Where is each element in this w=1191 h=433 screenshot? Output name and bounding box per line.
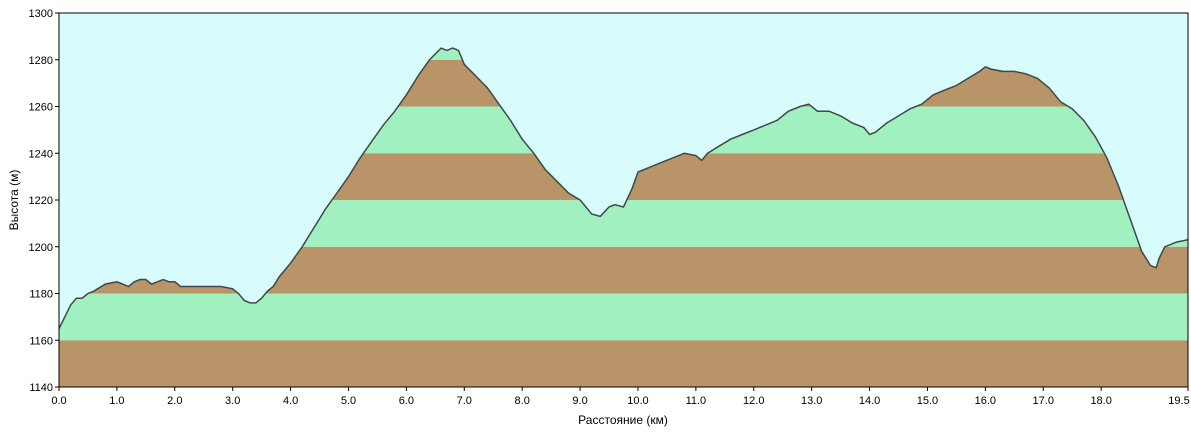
x-tick-label: 3.0 <box>225 395 240 407</box>
x-tick-label: 2.0 <box>167 395 182 407</box>
y-tick-label: 1140 <box>29 382 53 394</box>
x-tick-label: 9.0 <box>572 395 587 407</box>
x-tick-label: 1.0 <box>109 395 124 407</box>
x-tick-label: 14.0 <box>859 395 880 407</box>
x-tick-label: 0.0 <box>51 395 66 407</box>
x-tick-label: 18.0 <box>1090 395 1111 407</box>
x-tick-label: 8.0 <box>515 395 530 407</box>
x-tick-label: 4.0 <box>283 395 298 407</box>
elevation-band <box>59 293 1188 341</box>
x-axis: 0.0 1.0 2.0 3.0 4.0 5.0 6.0 7.0 8.0 9.0 10.0 11.0 12… <box>51 387 1190 407</box>
x-tick-label: 7.0 <box>457 395 472 407</box>
x-tick-label: 17.0 <box>1033 395 1054 407</box>
elevation-profile-line <box>59 47 1188 329</box>
y-tick-label: 1180 <box>29 289 53 301</box>
elevation-band <box>59 340 1188 387</box>
y-tick-label: 1240 <box>29 148 53 160</box>
x-tick-label: 13.0 <box>801 395 822 407</box>
y-tick-label: 1160 <box>29 335 53 347</box>
x-tick-label: 15.0 <box>917 395 938 407</box>
y-tick-label: 1200 <box>29 242 53 254</box>
x-tick-label: 10.0 <box>627 395 648 407</box>
y-tick-label: 1260 <box>29 102 53 114</box>
y-tick-label: 1280 <box>29 55 53 67</box>
y-tick-label: 1220 <box>29 195 53 207</box>
x-tick-label: 16.0 <box>975 395 996 407</box>
x-tick-label: 11.0 <box>686 395 707 407</box>
x-tick-label: 5.0 <box>341 395 356 407</box>
y-tick-label: 1300 <box>29 8 53 20</box>
x-tick-label: 12.0 <box>743 395 764 407</box>
x-tick-label: 19.5 <box>1168 395 1189 407</box>
y-axis-title: Высота (м) <box>7 170 21 231</box>
x-axis-title: Расстояние (км) <box>578 413 668 427</box>
y-axis: 1140 1160 1180 1200 1220 1240 1260 1280 1300 <box>29 8 59 394</box>
x-tick-label: 6.0 <box>399 395 414 407</box>
